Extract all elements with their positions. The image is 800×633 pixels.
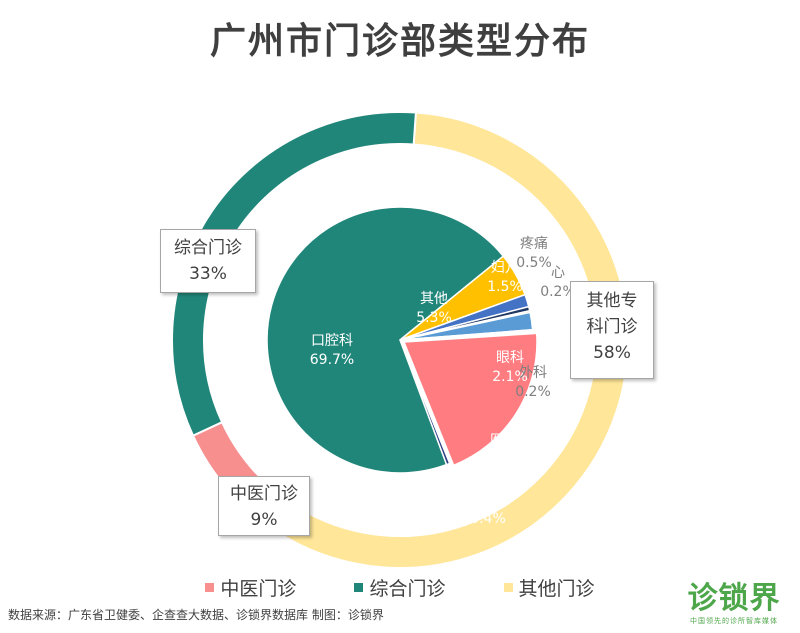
inner-label-name: 眼科 [496, 350, 524, 366]
inner-label-value: 19.9% [503, 452, 547, 468]
inner-slice-1 [399, 328, 534, 341]
inner-label-8: 心 0.2% [540, 265, 576, 300]
inner-label-value: 5.3% [416, 310, 452, 326]
callout-tcm-clinics: 中医门诊 9% [218, 476, 310, 536]
legend-label: 其他门诊 [518, 578, 595, 600]
legend-item-tcm: 中医门诊 [205, 574, 296, 601]
inner-label-value: 0.4% [470, 511, 506, 527]
inner-label-name: 外科 [519, 365, 547, 381]
brand-logo: 诊锁界 中国领先的诊所智库媒体 [678, 582, 790, 626]
callout-value: 9% [250, 510, 278, 530]
inner-label-value: 1.5% [487, 279, 523, 295]
inner-label-value: 0.5% [516, 255, 552, 271]
legend-label: 中医门诊 [220, 578, 297, 600]
inner-label-value: 0.2% [540, 284, 576, 300]
callout-label: 综合门诊 [174, 238, 242, 258]
callout-other-clinics: 其他专 科门诊 58% [570, 281, 654, 379]
inner-label-2: 医美整形科 19.9% [490, 433, 560, 468]
inner-label-5: 其他 5.3% [416, 291, 452, 326]
legend-item-general: 综合门诊 [354, 574, 446, 601]
logo-text: 诊锁界 [687, 581, 781, 616]
inner-label-name: 皮肤科 [467, 492, 509, 508]
callout-general-clinics: 综合门诊 33% [160, 229, 256, 293]
inner-label-value: 2.1% [492, 369, 528, 385]
inner-label-name: 口腔科 [311, 333, 353, 349]
inner-pie [266, 206, 538, 474]
inner-slice-8 [399, 309, 531, 341]
inner-slice-2 [402, 332, 538, 467]
inner-label-3: 皮肤科 0.4% [467, 492, 509, 527]
inner-label-name: 心 [551, 265, 565, 281]
inner-label-name: 疼痛 [520, 235, 548, 252]
inner-label-name: 妇儿 [491, 259, 519, 276]
callout-value: 33% [189, 264, 227, 284]
inner-label-value: 0.2% [515, 384, 551, 400]
inner-labels: 眼科 2.1%外科 0.2% 医美整形科 19.9% 皮肤科 0.4% 口腔科 69.7% 其他 5… [310, 235, 576, 527]
callout-label: 中医门诊 [230, 484, 298, 504]
legend-swatch [503, 583, 513, 592]
inner-label-6: 妇儿 1.5% [487, 259, 523, 295]
chart-title: 广州市门诊部类型分布 [209, 21, 590, 62]
callout-value: 58% [593, 343, 631, 363]
legend-swatch [354, 583, 364, 592]
legend-swatch [205, 583, 215, 592]
inner-slice-4 [266, 206, 505, 474]
legend-label: 综合门诊 [369, 578, 446, 600]
source-note: 数据来源：广东省卫健委、企查查大数据、诊锁界数据库 制图：诊锁界 [8, 608, 384, 622]
inner-label-4: 口腔科 69.7% [310, 333, 354, 368]
inner-label-1: 外科 0.2% [515, 365, 551, 400]
inner-label-0: 眼科 2.1% [492, 350, 528, 385]
inner-label-7: 疼痛 0.5% [516, 235, 552, 271]
inner-label-name: 其他 [420, 291, 448, 307]
inner-label-value: 69.7% [310, 352, 354, 368]
callout-label: 其他专 科门诊 [586, 291, 638, 337]
legend-item-other: 其他门诊 [503, 574, 595, 601]
inner-label-name: 医美整形科 [490, 433, 560, 449]
logo-subtitle: 中国领先的诊所智库媒体 [690, 617, 778, 625]
legend: 中医门诊 综合门诊 其他门诊 [0, 574, 800, 601]
